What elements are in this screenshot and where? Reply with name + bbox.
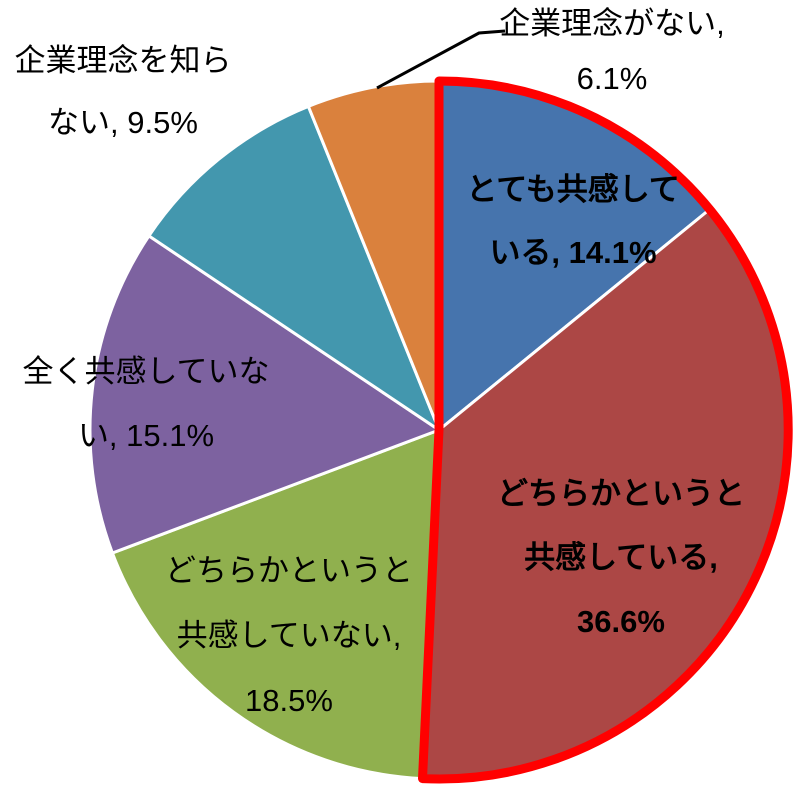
pie-slice-3 [88,234,441,555]
pie-slices [88,79,790,781]
pie-slice-2 [110,428,441,781]
leader-line [376,29,506,90]
pie-slice-4 [147,104,441,432]
highlight-outline [418,76,793,784]
